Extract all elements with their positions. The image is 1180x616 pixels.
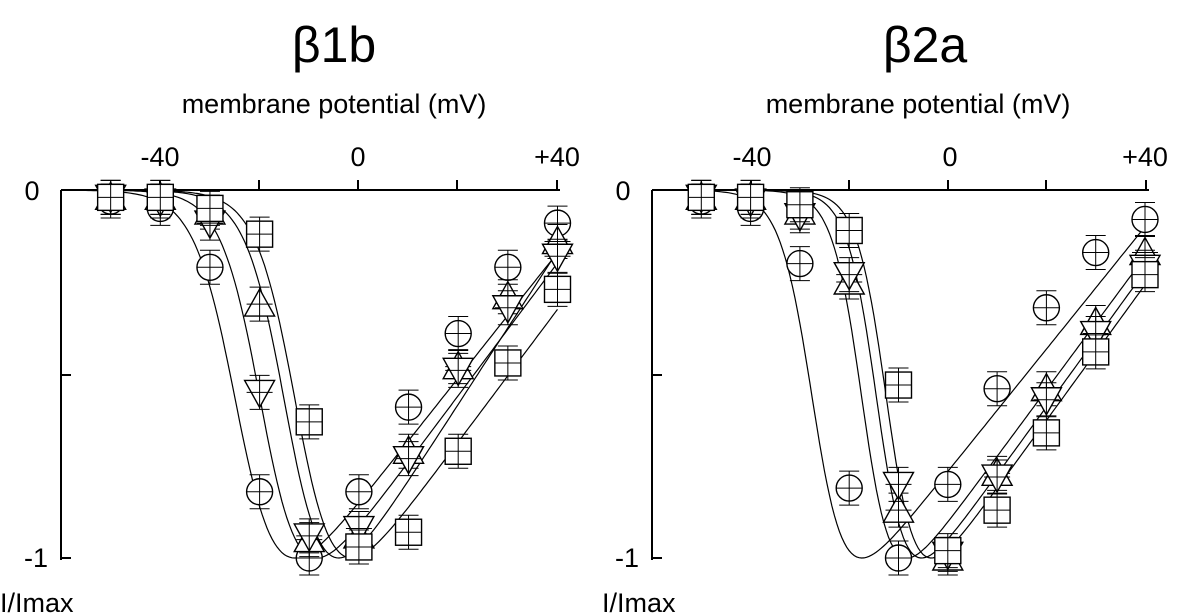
error-bar	[1082, 316, 1109, 352]
error-bar	[688, 179, 715, 215]
error-bar	[1082, 334, 1109, 370]
error-bar	[1033, 290, 1060, 326]
error-bar	[1082, 235, 1109, 271]
error-bar	[885, 367, 912, 403]
error-bar	[494, 249, 521, 285]
error-bar	[494, 345, 521, 381]
x-tick-label-minus40: -40	[732, 142, 771, 172]
error-bar	[246, 474, 273, 510]
y-tick-label-0: 0	[24, 176, 39, 206]
fit-curves	[61, 189, 559, 559]
error-bar	[544, 271, 571, 307]
error-bar	[345, 511, 372, 547]
x-axis-label: membrane potential (mV)	[182, 89, 487, 119]
error-bar	[296, 518, 323, 554]
error-bar	[196, 190, 223, 226]
x-tick-label-plus40: +40	[1122, 142, 1168, 172]
error-bar	[196, 249, 223, 285]
chart-title: β1b	[292, 17, 376, 73]
error-bar	[1033, 415, 1060, 451]
error-bar	[984, 492, 1011, 528]
fit-curve	[61, 189, 559, 559]
error-bar	[737, 179, 764, 215]
y-tick-label-minus1: -1	[24, 543, 48, 573]
chart-title: β2a	[883, 17, 968, 73]
error-bar	[395, 441, 422, 477]
error-bar	[395, 514, 422, 550]
error-bar	[836, 470, 863, 506]
error-bar	[246, 374, 273, 410]
y-tick-label-minus1: -1	[615, 543, 639, 573]
error-bar	[97, 179, 124, 215]
error-bar	[345, 529, 372, 565]
fit-curve	[61, 189, 558, 559]
y-axis-label: I/Imax	[0, 588, 74, 616]
error-bar	[1132, 201, 1158, 237]
data-points	[685, 179, 1162, 576]
fit-curve	[61, 189, 558, 559]
error-bar	[786, 246, 813, 282]
error-bar	[836, 257, 863, 293]
error-bar	[445, 316, 472, 352]
error-bar	[1033, 382, 1060, 418]
error-bar	[345, 474, 372, 510]
error-bar	[445, 352, 472, 388]
panel-beta1b: β1b membrane potential (mV) -40 0 +40 0 …	[0, 17, 580, 616]
error-bar	[885, 466, 912, 502]
panel-beta2a: β2a membrane potential (mV) -40 0 +40 0 …	[602, 17, 1168, 616]
error-bar	[836, 212, 863, 248]
error-bar	[246, 286, 273, 322]
x-tick-label-0: 0	[942, 142, 957, 172]
data-points	[94, 179, 574, 576]
error-bar	[544, 238, 571, 274]
error-bar	[934, 466, 961, 502]
error-bar	[984, 459, 1011, 495]
error-bar	[984, 371, 1011, 407]
y-tick-label-0: 0	[615, 176, 630, 206]
fit-curve	[61, 189, 558, 559]
error-bar	[445, 433, 472, 469]
error-bar	[147, 179, 174, 215]
error-bar	[786, 187, 813, 223]
x-tick-label-0: 0	[350, 142, 365, 172]
x-tick-label-minus40: -40	[140, 142, 179, 172]
fit-curve	[652, 189, 1146, 559]
error-bar	[246, 216, 273, 252]
error-bar	[395, 389, 422, 425]
x-axis-label: membrane potential (mV)	[766, 89, 1071, 119]
error-bar	[885, 540, 912, 576]
error-bar	[544, 205, 571, 241]
error-bar	[494, 290, 521, 326]
error-bar	[296, 404, 323, 440]
error-bar	[934, 533, 961, 569]
x-tick-label-plus40: +40	[534, 142, 580, 172]
y-axis-label: I/Imax	[602, 588, 676, 616]
error-bar	[1132, 257, 1158, 293]
